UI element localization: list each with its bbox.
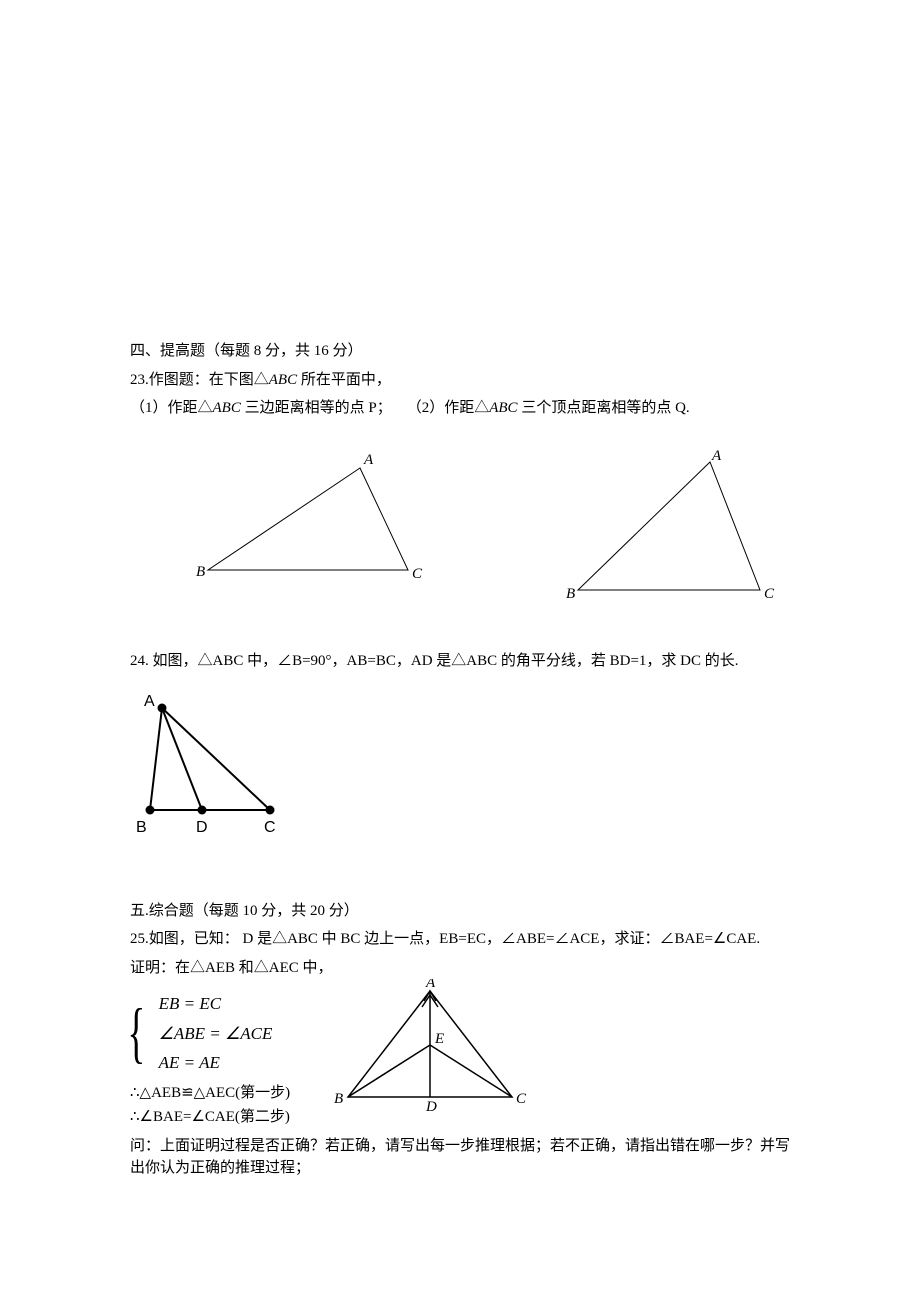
q23-triangle-2: A B C xyxy=(560,450,780,610)
q25-question: 问：上面证明过程是否正确？若正确，请写出每一步推理根据；若不正确，请指出错在哪一… xyxy=(130,1135,790,1180)
label-B: B xyxy=(136,819,147,836)
left-brace-icon: { xyxy=(127,1004,145,1062)
page: 四、提高题（每题 8 分，共 16 分） 23.作图题：在下图△ABC 所在平面… xyxy=(0,0,920,1302)
label-D: D xyxy=(196,819,208,836)
q24-text: 24. 如图，△ABC 中，∠B=90°，AB=BC，AD 是△ABC 的角平分… xyxy=(130,650,790,673)
label-A: A xyxy=(711,450,722,464)
label-A: A xyxy=(363,452,374,468)
label-D: D xyxy=(425,1099,437,1115)
label-B: B xyxy=(566,586,575,602)
q25-body: { EB = EC ∠ABE = ∠ACE AE = AE ∴△AEB≌△AEC… xyxy=(130,985,790,1131)
label-C: C xyxy=(412,566,423,582)
cond3: AE = AE xyxy=(159,1048,273,1078)
label-C: C xyxy=(516,1091,527,1107)
q25-left: { EB = EC ∠ABE = ∠ACE AE = AE ∴△AEB≌△AEC… xyxy=(130,985,290,1131)
q23-part1: （1）作距△ABC 三边距离相等的点 P； xyxy=(130,400,392,416)
label-B: B xyxy=(196,564,205,580)
q25-figure: A B C D E xyxy=(330,979,530,1119)
label-A: A xyxy=(425,979,436,991)
q25-conditions: { EB = EC ∠ABE = ∠ACE AE = AE xyxy=(130,989,290,1078)
q23-part2: （2）作距△ABC 三个顶点距离相等的点 Q. xyxy=(407,400,690,416)
section5-header: 五.综合题（每题 10 分，共 20 分） xyxy=(130,900,790,923)
q23-triangle-1: A B C xyxy=(190,450,430,590)
q23-intro: 23.作图题：在下图△ABC 所在平面中， xyxy=(130,369,790,392)
q23-parts: （1）作距△ABC 三边距离相等的点 P； （2）作距△ABC 三个顶点距离相等… xyxy=(130,397,790,420)
cond1: EB = EC xyxy=(159,989,273,1019)
label-B: B xyxy=(334,1091,343,1107)
section4-header: 四、提高题（每题 8 分，共 16 分） xyxy=(130,340,790,363)
q24-figure: A B D C xyxy=(130,692,300,842)
label-A: A xyxy=(144,693,155,710)
label-C: C xyxy=(764,586,775,602)
q25-proof-head: 证明：在△AEB 和△AEC 中， xyxy=(130,957,790,980)
q25-intro: 25.如图，已知： D 是△ABC 中 BC 边上一点，EB=EC，∠ABE=∠… xyxy=(130,928,790,951)
cond2: ∠ABE = ∠ACE xyxy=(159,1019,273,1049)
q25-step2: ∴∠BAE=∠CAE(第二步) xyxy=(130,1106,290,1129)
label-C: C xyxy=(264,819,276,836)
label-E: E xyxy=(434,1031,444,1047)
q23-figures-row: A B C A B C xyxy=(130,450,790,610)
q25-step1: ∴△AEB≌△AEC(第一步) xyxy=(130,1082,290,1105)
